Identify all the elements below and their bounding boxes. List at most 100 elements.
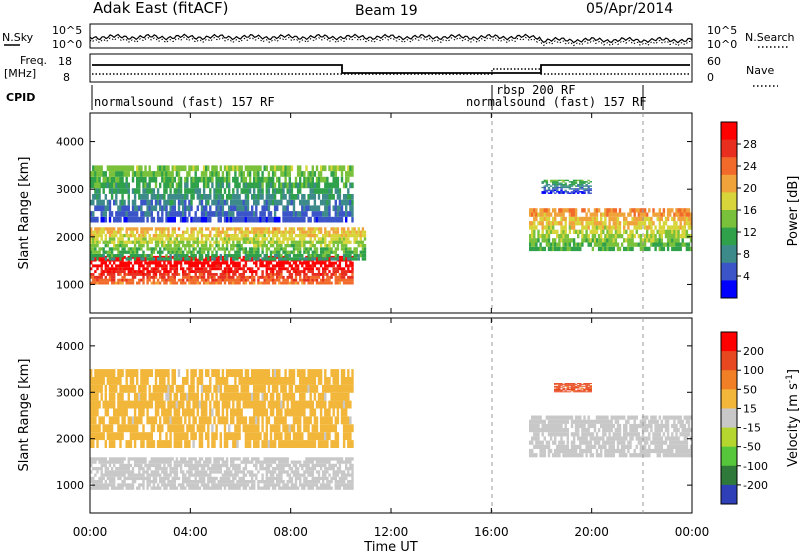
echo-cell: [140, 254, 142, 257]
echo-cell: [232, 273, 234, 276]
echo-cell: [232, 205, 234, 211]
echo-cell: [134, 440, 136, 448]
echo-cell: [159, 432, 161, 440]
echo-cell: [201, 205, 203, 211]
echo-cell: [287, 237, 289, 240]
echo-cell: [132, 377, 134, 385]
echo-cell: [266, 251, 268, 254]
echo-cell: [312, 474, 314, 477]
echo-cell: [174, 244, 176, 247]
echo-cell: [159, 254, 161, 257]
echo-cell: [103, 188, 105, 194]
echo-cell: [627, 213, 629, 217]
echo-cell: [209, 231, 211, 234]
echo-cell: [661, 225, 663, 229]
echo-cell: [270, 200, 272, 206]
echo-cell: [197, 259, 199, 262]
echo-cell: [349, 257, 351, 260]
echo-cell: [320, 177, 322, 183]
echo-cell: [299, 251, 301, 254]
echo-cell: [241, 461, 243, 464]
echo-cell: [341, 217, 343, 223]
echo-cell: [560, 190, 562, 191]
echo-cell: [318, 461, 320, 464]
echo-cell: [192, 279, 194, 282]
echo-cell: [184, 200, 186, 206]
echo-cell: [232, 480, 234, 483]
echo-cell: [253, 241, 255, 244]
echo-cell: [299, 279, 301, 282]
echo-cell: [335, 211, 337, 217]
echo-cell: [606, 247, 608, 251]
echo-cell: [207, 279, 209, 282]
echo-cell: [556, 183, 558, 184]
echo-cell: [282, 211, 284, 217]
echo-cell: [188, 457, 190, 460]
echo-cell: [324, 461, 326, 464]
echo-cell: [299, 474, 301, 477]
echo-cell: [623, 230, 625, 234]
echo-cell: [128, 273, 130, 276]
echo-cell: [255, 262, 257, 265]
echo-cell: [305, 267, 307, 270]
echo-cell: [282, 480, 284, 483]
echo-cell: [161, 467, 163, 470]
echo-cell: [278, 480, 280, 483]
echo-cell: [261, 264, 263, 267]
echo-cell: [579, 187, 581, 188]
echo-cell: [155, 244, 157, 247]
echo-cell: [215, 273, 217, 276]
echo-cell: [299, 165, 301, 171]
echo-cell: [136, 477, 138, 480]
echo-cell: [130, 273, 132, 276]
echo-cell: [257, 217, 259, 223]
echo-cell: [268, 177, 270, 183]
echo-cell: [105, 474, 107, 477]
echo-cell: [144, 211, 146, 217]
echo-cell: [136, 177, 138, 183]
echo-cell: [140, 205, 142, 211]
echo-cell: [249, 470, 251, 473]
echo-cell: [264, 467, 266, 470]
echo-cell: [167, 237, 169, 240]
echo-cell: [178, 477, 180, 480]
echo-cell: [190, 467, 192, 470]
echo-cell: [634, 217, 636, 221]
echo-cell: [222, 183, 224, 189]
echo-cell: [278, 264, 280, 267]
echo-cell: [575, 208, 577, 212]
echo-cell: [245, 211, 247, 217]
echo-cell: [176, 237, 178, 240]
echo-cell: [684, 217, 686, 221]
echo-cell: [228, 477, 230, 480]
echo-cell: [583, 185, 585, 186]
echo-cell: [579, 230, 581, 234]
echo-cell: [192, 237, 194, 240]
echo-cell: [295, 461, 297, 464]
echo-cell: [238, 467, 240, 470]
echo-cell: [220, 480, 222, 483]
echo-cell: [109, 183, 111, 189]
echo-cell: [109, 424, 111, 432]
echo-cell: [243, 483, 245, 486]
echo-cell: [96, 241, 98, 244]
echo-cell: [247, 480, 249, 483]
echo-cell: [657, 217, 659, 221]
echo-cell: [115, 177, 117, 183]
echo-cell: [299, 257, 301, 260]
echo-cell: [213, 211, 215, 217]
echo-cell: [569, 208, 571, 212]
echo-cell: [234, 270, 236, 273]
echo-cell: [289, 273, 291, 276]
echo-cell: [149, 270, 151, 273]
echo-cell: [255, 477, 257, 480]
echo-cell: [312, 282, 314, 285]
echo-cell: [138, 385, 140, 393]
echo-cell: [245, 247, 247, 250]
echo-cell: [111, 416, 113, 424]
echo-cell: [299, 211, 301, 217]
echo-cell: [138, 171, 140, 177]
echo-cell: [347, 231, 349, 234]
echo-cell: [328, 211, 330, 217]
echo-cell: [146, 231, 148, 234]
